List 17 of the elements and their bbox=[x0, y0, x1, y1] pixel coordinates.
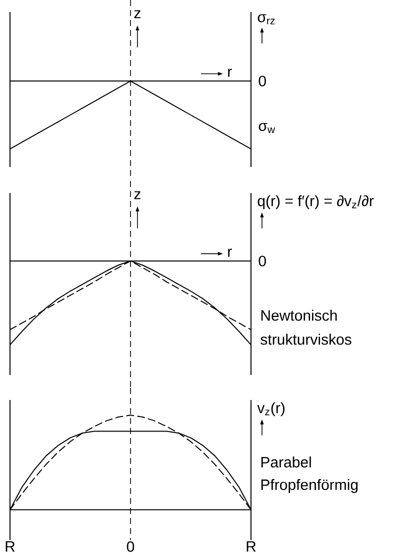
text: z bbox=[134, 10, 140, 18]
x-axis-title: r bbox=[228, 248, 232, 257]
x-tick-label: R bbox=[246, 541, 256, 552]
text: Parabel bbox=[261, 456, 311, 468]
x-tick-label: 0 bbox=[126, 541, 134, 552]
x-axis-title: r bbox=[228, 68, 232, 77]
x-tick-label: R bbox=[6, 541, 15, 552]
text: σ$_{w}$ bbox=[258, 122, 276, 134]
y-axis-title: q(r) = f′(r) = ∂v$_{z}$/∂r bbox=[258, 195, 374, 210]
series-label: strukturviskos bbox=[260, 334, 352, 345]
text: z bbox=[134, 191, 140, 200]
y-axis-title: v$_{z}$(r) bbox=[257, 402, 284, 416]
series-label: Newtonisch bbox=[261, 310, 337, 321]
text: 0 bbox=[258, 256, 266, 266]
series-label: Pfropfenförmig bbox=[261, 479, 358, 493]
y-axis-title: σ$_{rz}$ bbox=[258, 14, 275, 24]
text: 0 bbox=[258, 76, 266, 86]
